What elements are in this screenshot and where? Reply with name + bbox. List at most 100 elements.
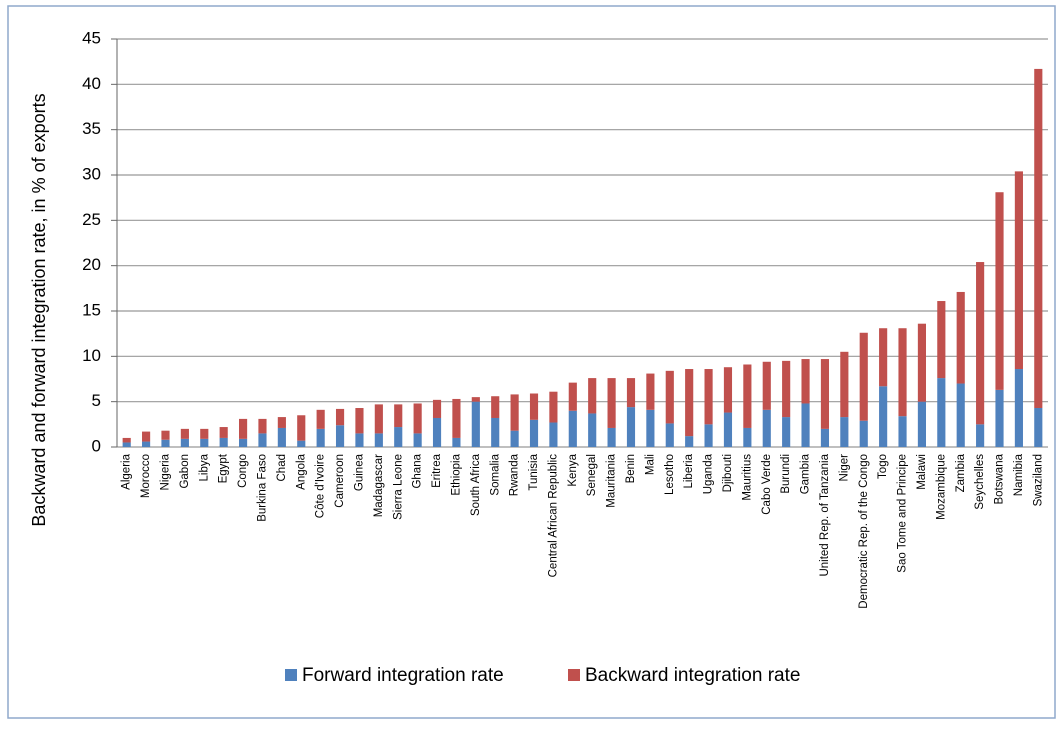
x-tick-label: Botswana	[994, 453, 1006, 504]
frame	[7, 5, 1056, 719]
bar-segment	[626, 407, 636, 447]
bar-segment	[219, 437, 228, 447]
x-tick-label: United Rep. of Tanzania	[819, 453, 831, 576]
y-axis-title: Backward and forward integration rate, i…	[29, 93, 49, 526]
x-tick-label: Morocco	[140, 454, 152, 498]
x-tick-label: Nigeria	[160, 453, 172, 490]
bar-segment	[200, 428, 209, 439]
bar-segment	[316, 409, 325, 429]
x-tick-label: Lesotho	[664, 454, 676, 495]
x-tick-label: Central African Republic	[547, 454, 559, 578]
bar-segment	[335, 425, 345, 447]
x-tick-label: South Africa	[470, 453, 482, 516]
bar-segment	[976, 262, 985, 425]
x-tick-label: Gambia	[800, 453, 812, 494]
bar-segment	[607, 378, 616, 428]
x-tick-label: Tunisia	[528, 453, 540, 490]
bar-segment	[782, 417, 791, 447]
x-tick-label: Somalia	[489, 453, 501, 495]
bar-segment	[161, 439, 170, 447]
x-tick-label: Kenya	[567, 453, 579, 486]
bar-segment	[510, 394, 519, 431]
x-tick-label: Democratic Rep. of the Congo	[858, 454, 870, 609]
bar-segment	[510, 430, 519, 447]
x-tick-label: Mozambique	[935, 454, 947, 520]
y-tick-label: 20	[82, 255, 101, 274]
bar-segment	[258, 433, 267, 447]
legend-swatch	[568, 669, 580, 681]
bar-segment	[491, 417, 500, 447]
bar-segment	[413, 403, 422, 434]
bar-segment	[1014, 171, 1023, 370]
legend-label: Forward integration rate	[302, 665, 504, 686]
bar-segment	[704, 424, 713, 447]
bar-segment	[316, 428, 325, 447]
y-tick-label: 15	[82, 300, 101, 319]
bar-segment	[374, 404, 383, 434]
bar-segment	[142, 431, 151, 442]
bar-segment	[588, 378, 597, 414]
bar-segment	[549, 422, 558, 447]
bar-segment	[782, 360, 791, 418]
bar-segment	[685, 436, 694, 447]
bar-segment	[394, 404, 403, 428]
x-tick-label: Swaziland	[1032, 454, 1044, 506]
x-tick-label: Mauritius	[741, 454, 753, 501]
bar-segment	[200, 438, 209, 447]
bar-segment	[917, 401, 927, 447]
bar-segment	[820, 428, 830, 447]
x-tick-label: Guinea	[353, 453, 365, 491]
bar-segment	[879, 386, 888, 447]
bar-segment	[762, 361, 771, 410]
bar-segment	[219, 427, 228, 438]
bar-segment	[529, 419, 539, 447]
bar-segment	[704, 369, 713, 425]
y-tick-label: 45	[82, 28, 101, 47]
y-tick-label: 30	[82, 164, 101, 183]
bar-segment	[394, 427, 403, 447]
bar-segment	[859, 420, 868, 447]
y-tick-label: 35	[82, 119, 101, 138]
bar-segment	[297, 415, 306, 441]
x-tick-label: Congo	[237, 454, 249, 488]
bar-segment	[898, 328, 907, 417]
bar-segment	[976, 424, 985, 447]
bar-segment	[646, 409, 655, 447]
x-tick-label: Ethiopia	[450, 453, 462, 495]
bar-segment	[413, 433, 422, 447]
x-tick-label: Madagascar	[373, 454, 385, 517]
bar-segment	[277, 417, 286, 428]
x-tick-label: Senegal	[586, 454, 598, 496]
x-tick-label: Cameroon	[334, 454, 346, 508]
bar-segment	[937, 378, 946, 447]
x-tick-label: Sao Tome and Principe	[897, 454, 909, 573]
bar-segment	[626, 378, 636, 408]
bar-segment	[238, 418, 248, 439]
y-tick-label: 5	[92, 391, 101, 410]
bar-segment	[956, 291, 965, 384]
bar-segment	[937, 301, 946, 379]
x-tick-label: Gabon	[179, 454, 191, 489]
bar-segment	[840, 351, 849, 418]
x-tick-label: Rwanda	[509, 453, 521, 496]
x-tick-label: Ghana	[412, 453, 424, 488]
bar-segment	[355, 433, 364, 447]
bar-segment	[161, 430, 170, 440]
x-tick-label: Liberia	[683, 453, 695, 488]
bar-segment	[685, 369, 694, 437]
x-tick-label: Cabo Verde	[761, 454, 773, 515]
bar-segment	[238, 438, 248, 447]
bar-segment	[665, 370, 674, 424]
bar-segment	[471, 401, 480, 447]
bar-segment	[568, 382, 577, 411]
bar-segment	[1034, 408, 1043, 447]
bar-segment	[898, 416, 907, 447]
x-tick-label: Seychelles	[974, 454, 986, 510]
x-tick-label: Burkina Faso	[257, 454, 269, 522]
x-tick-label: Mauritania	[606, 453, 618, 507]
bar-segment	[258, 418, 267, 434]
bar-segment	[859, 332, 868, 421]
bar-segment	[374, 433, 383, 447]
bar-segment	[122, 437, 131, 443]
bar-segment	[529, 393, 539, 420]
